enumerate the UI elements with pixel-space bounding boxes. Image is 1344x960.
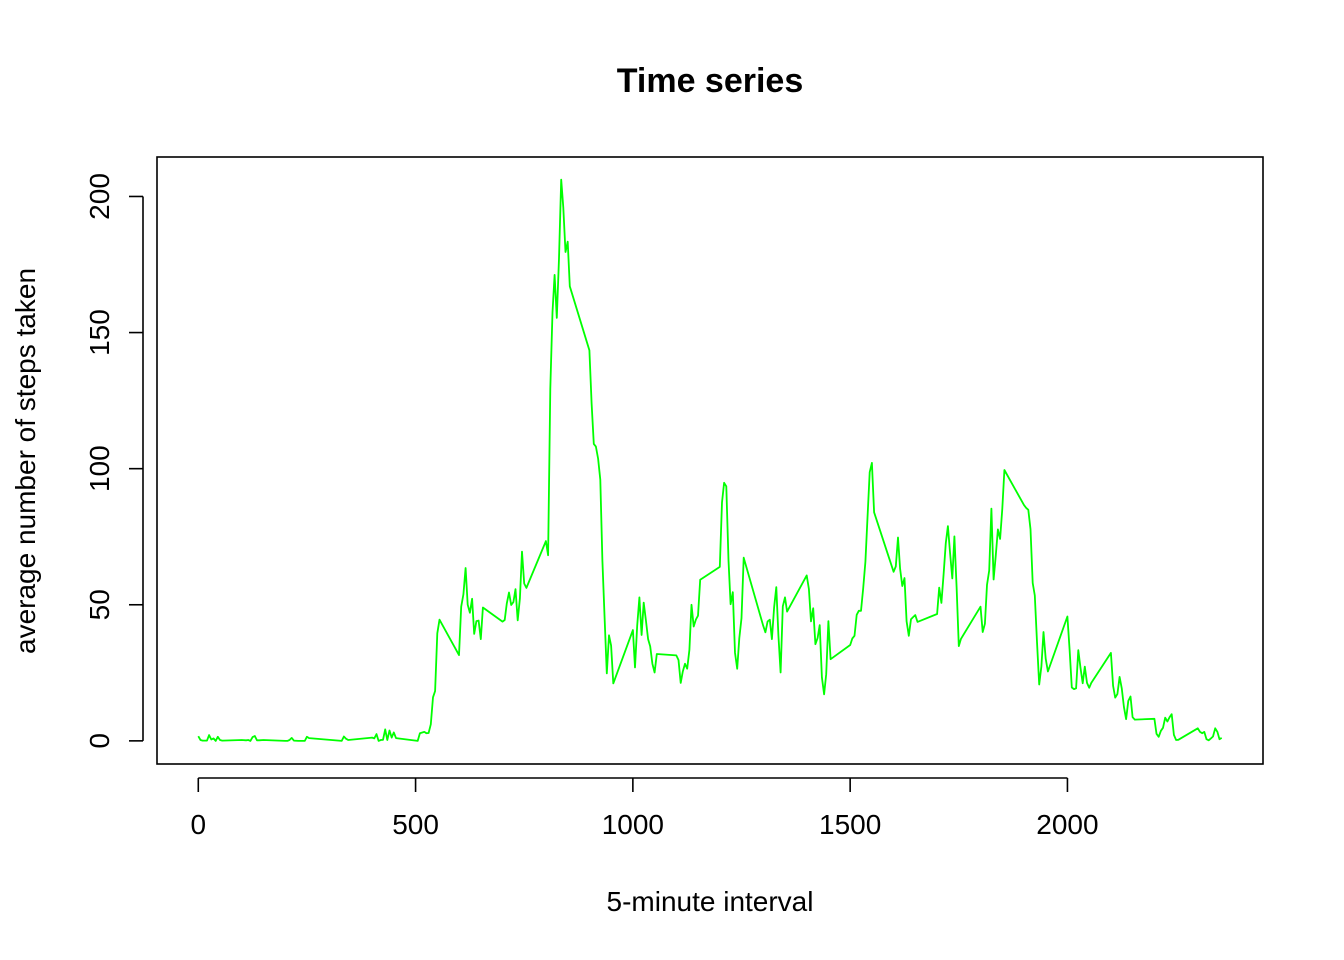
x-axis-label: 5-minute interval [607,886,814,917]
x-tick-label: 1500 [819,809,881,840]
x-tick-label: 2000 [1036,809,1098,840]
y-tick-label: 50 [84,589,115,620]
chart-title: Time series [617,62,804,100]
series-line [197,178,1223,742]
y-axis-label: average number of steps taken [10,268,41,654]
y-tick-label: 0 [84,733,115,749]
y-axis: 0 50 100 150 200 [84,173,144,749]
x-tick-label: 500 [392,809,439,840]
y-tick-label: 100 [84,445,115,492]
y-tick-label: 200 [84,173,115,220]
x-tick-label: 0 [190,809,206,840]
plot-frame [156,156,1264,765]
x-tick-label: 1000 [602,809,664,840]
x-axis: 0 500 1000 1500 2000 [190,777,1099,840]
y-tick-label: 150 [84,309,115,356]
